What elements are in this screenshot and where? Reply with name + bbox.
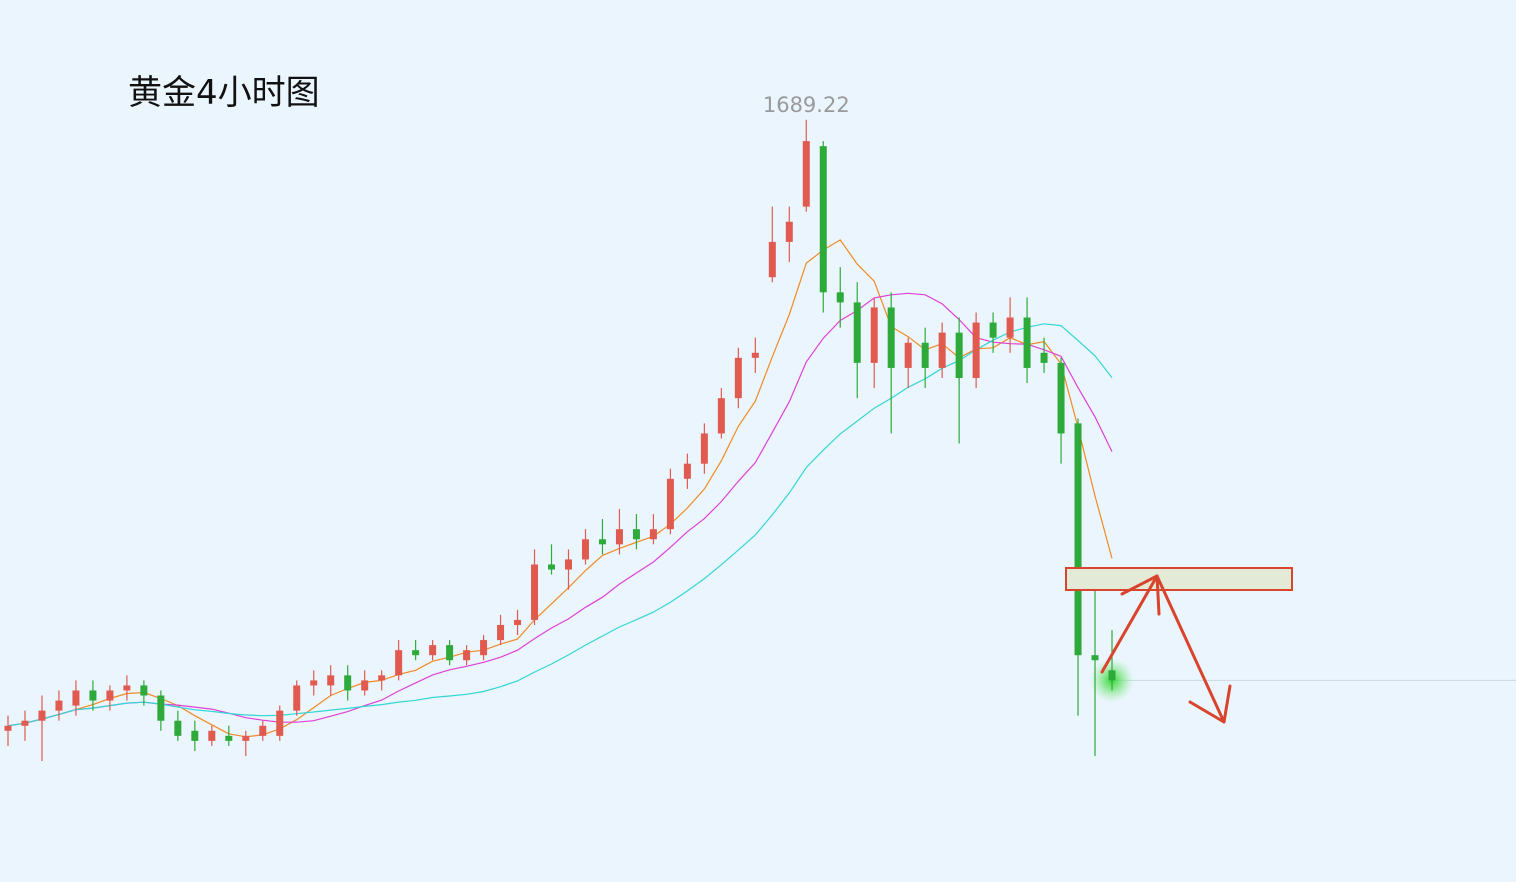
candle-body	[4, 725, 12, 731]
down-arrow	[1155, 574, 1232, 724]
annotations	[1065, 567, 1293, 724]
candle-body	[225, 735, 233, 741]
candle-body	[649, 529, 657, 540]
candle-body	[581, 539, 589, 560]
candle-body	[785, 221, 793, 242]
candle-body	[1108, 670, 1116, 681]
candle-body	[140, 685, 148, 696]
candle-body	[429, 645, 437, 656]
candle-body	[242, 735, 250, 741]
arrows	[1100, 574, 1232, 724]
candle-body	[157, 695, 165, 721]
candle-body	[717, 398, 725, 434]
chart-title: 黄金4小时图	[128, 73, 320, 113]
candle-body	[1074, 423, 1082, 656]
candle-body	[259, 725, 267, 736]
candle-body	[615, 529, 623, 545]
candle-body	[106, 690, 114, 701]
candle-body	[632, 529, 640, 540]
candle-body	[327, 675, 335, 686]
plot: 1689.22	[4, 93, 1516, 762]
candle-body	[836, 292, 844, 303]
moving-average	[7, 323, 1113, 727]
candle-body	[38, 710, 46, 721]
candle-body	[123, 685, 131, 691]
candle-body	[72, 690, 80, 706]
moving-average	[7, 292, 1113, 727]
candle-body	[378, 675, 386, 681]
candle-body	[463, 650, 471, 661]
candle-body	[514, 619, 522, 625]
candle-body	[768, 241, 776, 278]
candle-body	[548, 564, 556, 570]
candle-body	[191, 730, 199, 741]
candle-body	[208, 730, 216, 741]
candle-body	[21, 720, 29, 726]
candle-body	[1057, 362, 1065, 434]
candle-body	[1023, 317, 1031, 368]
candle-body	[989, 322, 997, 338]
candle-body	[446, 645, 454, 661]
candle-body	[1040, 352, 1048, 363]
candle-body	[666, 478, 674, 530]
candle-body	[395, 650, 403, 676]
candle-body	[683, 463, 691, 479]
candle-body	[904, 342, 912, 368]
candle-body	[972, 322, 980, 378]
candle-body	[89, 690, 97, 701]
candle-body	[938, 332, 946, 368]
peak-label: 1689.22	[763, 93, 850, 117]
candle-body	[531, 564, 539, 620]
candle-body	[480, 640, 488, 656]
candle-body	[276, 710, 284, 736]
candle-body	[751, 352, 759, 358]
candle-body	[412, 650, 420, 656]
candle-body	[819, 146, 827, 293]
candle-body	[955, 332, 963, 378]
candle-body	[55, 700, 63, 711]
resistance-zone	[1065, 567, 1293, 591]
candle-body	[887, 307, 895, 368]
candle-body	[802, 141, 810, 207]
candle-body	[564, 559, 572, 570]
candle-body	[853, 302, 861, 363]
candle-body	[310, 680, 318, 686]
candle-body	[598, 539, 606, 545]
candle-body	[344, 675, 352, 691]
candle-body	[870, 307, 878, 363]
candle-body	[497, 624, 505, 641]
candle-body	[1091, 655, 1099, 661]
candle-body	[1006, 317, 1014, 338]
candle-body	[293, 685, 301, 711]
candle-body	[921, 342, 929, 368]
candle-body	[174, 720, 182, 736]
candle-body	[700, 433, 708, 464]
candle-body	[361, 680, 369, 691]
candle-body	[734, 357, 742, 399]
